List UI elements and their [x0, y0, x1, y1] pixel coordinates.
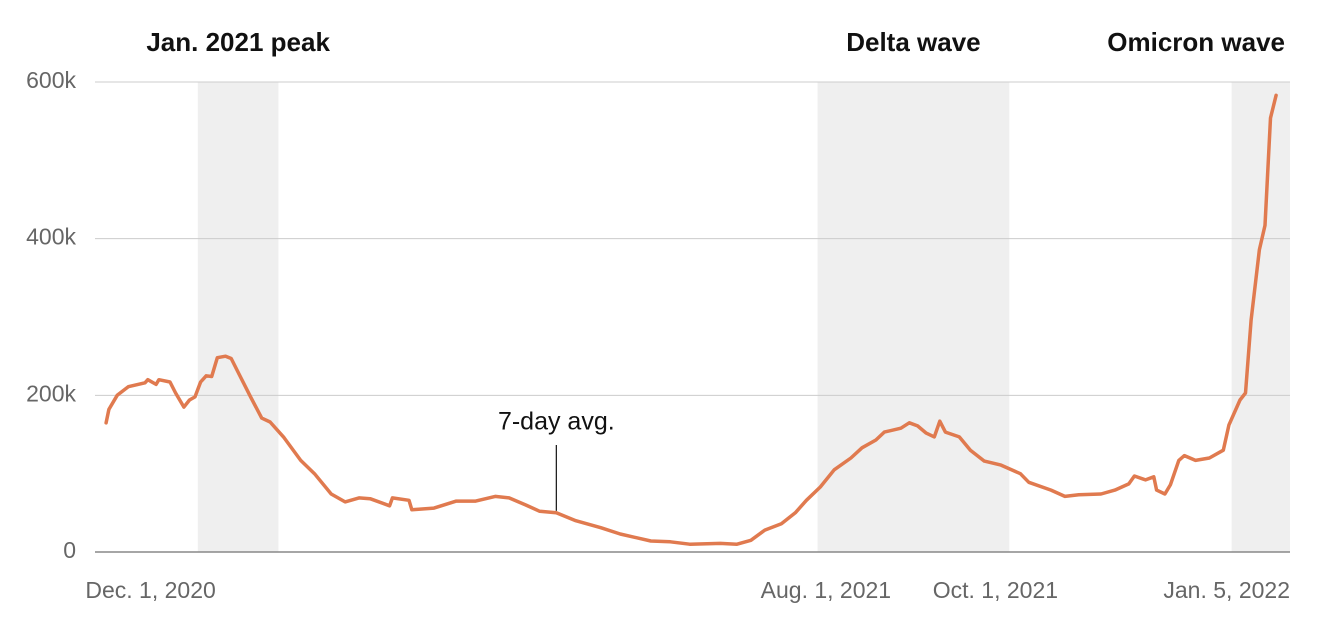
x-tick-label: Dec. 1, 2020: [85, 577, 215, 603]
band-label: Delta wave: [846, 27, 980, 57]
annotation-text: 7-day avg.: [498, 408, 615, 436]
y-tick-label: 200k: [26, 380, 76, 406]
y-tick-label: 400k: [26, 224, 76, 250]
x-tick-label: Jan. 5, 2022: [1163, 577, 1290, 603]
y-tick-label: 600k: [26, 67, 76, 93]
band-label: Jan. 2021 peak: [146, 27, 330, 57]
band: [1231, 82, 1290, 552]
band-label: Omicron wave: [1107, 27, 1285, 57]
labels: Jan. 2021 peak Delta wave Omicron wave 0 200…: [26, 27, 1290, 603]
band: [817, 82, 1010, 552]
series-line: [104, 93, 1278, 546]
grid: [95, 81, 1290, 553]
bands: [197, 82, 1290, 552]
marks: [104, 93, 1278, 546]
x-tick-label: Aug. 1, 2021: [761, 577, 891, 603]
x-tick-label: Oct. 1, 2021: [933, 577, 1058, 603]
band: [197, 82, 279, 552]
y-tick-label: 0: [63, 537, 76, 563]
